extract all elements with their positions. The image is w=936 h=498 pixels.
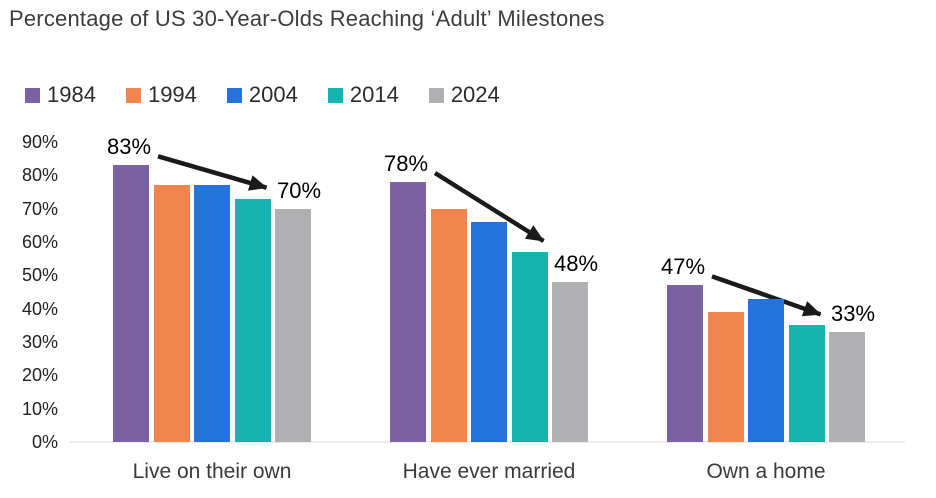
- legend-swatch-icon: [25, 87, 40, 103]
- bar-2014-1: [511, 252, 548, 442]
- legend-item: 2004: [226, 82, 298, 108]
- annotation-end-label: 33%: [831, 301, 876, 326]
- y-axis-tick-label: 30%: [21, 332, 58, 352]
- bar-1994-2: [707, 312, 744, 442]
- legend-item: 2024: [428, 82, 500, 108]
- legend-label: 1994: [147, 82, 197, 107]
- legend-label: 2004: [248, 82, 298, 107]
- bar-2004-0: [194, 185, 230, 442]
- legend-item: 1984: [25, 82, 96, 108]
- category-label: Have ever married: [402, 460, 576, 483]
- y-axis-tick-label: 70%: [21, 198, 58, 219]
- y-axis-tick-label: 0%: [31, 432, 58, 452]
- legend-swatch-icon: [428, 87, 444, 103]
- category-label: Own a home: [706, 460, 826, 483]
- y-axis-tick-label: 90%: [21, 132, 58, 152]
- y-axis-tick-label: 60%: [21, 232, 58, 252]
- y-axis-tick-label: 80%: [21, 165, 58, 186]
- category-label: Live on their own: [132, 460, 292, 483]
- y-axis-tick-label: 40%: [21, 298, 58, 319]
- bar-2024-1: [552, 282, 588, 442]
- y-axis-tick-label: 20%: [21, 365, 58, 386]
- x-axis-line: [70, 441, 905, 443]
- bar-1984-2: [667, 285, 703, 442]
- legend-label: 2014: [349, 82, 399, 107]
- bar-1994-1: [430, 208, 467, 442]
- annotation-start-label: 47%: [661, 254, 706, 280]
- trend-arrow: [157, 154, 268, 191]
- annotation-end-label: 48%: [554, 251, 599, 276]
- legend-label: 1984: [47, 82, 96, 107]
- bar-2004-2: [748, 298, 784, 442]
- bar-1984-0: [113, 165, 149, 442]
- legend: 1984 1994 2004 2014 2024: [25, 82, 500, 108]
- annotation-start-label: 83%: [107, 134, 152, 160]
- annotation-start-label: 78%: [384, 151, 429, 176]
- chart-title: Percentage of US 30-Year-Olds Reaching ‘…: [9, 6, 605, 31]
- y-axis-tick-label: 50%: [21, 265, 58, 286]
- bar-2014-0: [234, 198, 271, 442]
- y-axis-tick-label: 10%: [21, 398, 58, 419]
- legend-swatch-icon: [327, 87, 343, 103]
- annotation-end-label: 70%: [277, 177, 322, 203]
- legend-swatch-icon: [125, 87, 141, 103]
- bar-2014-2: [788, 325, 825, 442]
- bar-2004-1: [471, 222, 507, 442]
- legend-item: 1994: [125, 82, 197, 108]
- bar-2024-2: [829, 332, 865, 442]
- bar-1984-1: [390, 182, 426, 442]
- legend-item: 2014: [327, 82, 399, 108]
- legend-label: 2024: [450, 82, 500, 107]
- bar-1994-0: [153, 185, 190, 442]
- bar-2024-0: [275, 208, 311, 442]
- legend-swatch-icon: [226, 87, 242, 103]
